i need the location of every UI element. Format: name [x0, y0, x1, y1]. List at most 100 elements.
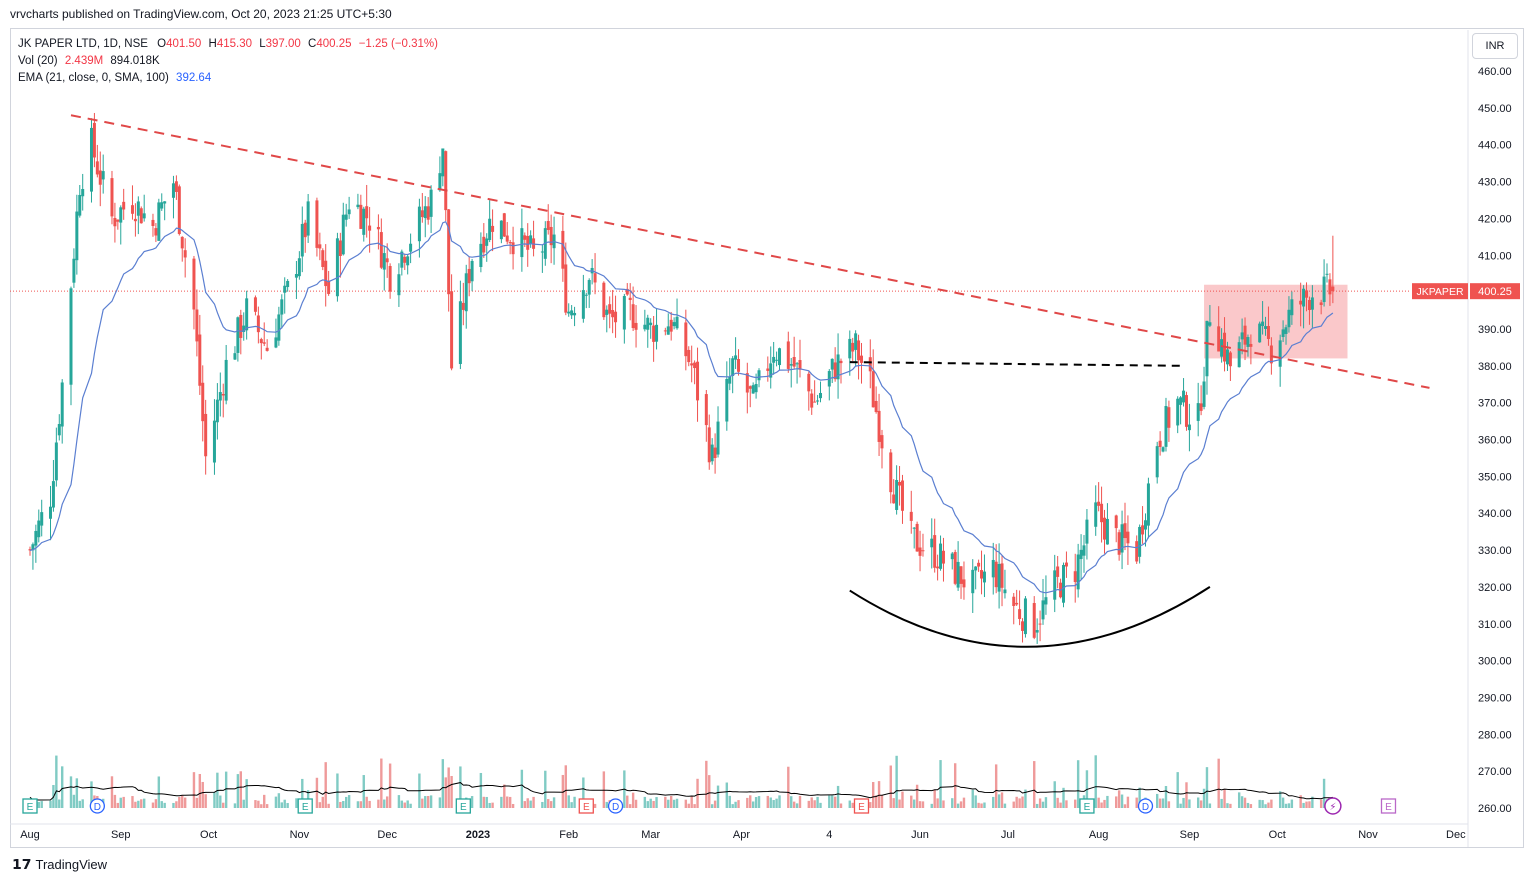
candle-body — [1015, 602, 1019, 605]
y-tick-label: 310.00 — [1478, 619, 1512, 631]
volume-value: 2.439M — [64, 55, 104, 67]
volume-bar — [365, 796, 368, 808]
candle-body — [1158, 440, 1162, 448]
trendline — [70, 114, 1430, 389]
footer-brand[interactable]: 𝟭𝟳 TradingView — [12, 856, 107, 873]
candle-body — [675, 316, 679, 329]
candle-body — [365, 206, 369, 219]
volume-bar — [939, 760, 942, 808]
volume-bar — [1237, 792, 1241, 808]
candle-body — [1044, 597, 1048, 605]
volume-bar — [971, 789, 974, 808]
volume-bar — [769, 797, 772, 808]
candle-body — [991, 559, 995, 578]
volume-bar — [544, 770, 547, 808]
volume-bar — [669, 796, 673, 808]
candle-body — [909, 511, 913, 521]
candle-body — [327, 280, 331, 294]
ema-row: EMA (21, close, 0, SMA, 100) 392.64 — [18, 70, 438, 87]
volume-bar — [831, 795, 834, 808]
candle-body — [174, 181, 178, 192]
ema-label[interactable]: EMA (21, close, 0, SMA, 100) — [18, 72, 169, 84]
volume-bar — [183, 797, 187, 808]
candle-body — [491, 225, 495, 232]
candle-body — [1082, 545, 1086, 556]
candle-body — [262, 342, 266, 344]
volume-bar — [1287, 803, 1291, 808]
volume-bar — [265, 804, 269, 808]
candle-body — [1003, 589, 1007, 594]
volume-bar — [549, 801, 553, 808]
candle-body — [1032, 603, 1036, 638]
volume-bar — [479, 772, 483, 808]
volume-bar — [438, 797, 442, 808]
candle-body — [72, 258, 76, 283]
volume-bar — [1138, 787, 1141, 808]
volume-bar — [1038, 798, 1042, 808]
currency-button[interactable]: INR — [1472, 33, 1518, 59]
volume-bar — [380, 758, 383, 808]
candle-body — [833, 362, 837, 380]
volume-bar — [441, 759, 445, 808]
y-tick-label: 390.00 — [1478, 324, 1512, 336]
volume-bar — [137, 800, 140, 808]
candle-body — [362, 208, 366, 235]
dividend-marker-icon — [607, 798, 624, 814]
volume-bar — [567, 795, 570, 808]
volume-bar — [1179, 803, 1182, 808]
candle-body — [921, 550, 925, 552]
candle-body — [245, 298, 249, 331]
ema-line — [29, 220, 1334, 594]
candle-body — [564, 264, 568, 313]
volume-bar — [655, 797, 658, 808]
volume-bar — [1246, 802, 1250, 808]
volume-bar — [1155, 793, 1159, 808]
volume-label[interactable]: Vol (20) — [18, 55, 58, 67]
y-tick-label: 270.00 — [1478, 766, 1512, 778]
earnings-marker-icon — [22, 798, 38, 814]
volume-bar — [775, 798, 778, 808]
volume-bar — [757, 796, 761, 808]
symbol-label[interactable]: JK PAPER LTD, 1D, NSE — [18, 38, 148, 50]
candle-body — [57, 424, 61, 436]
candle-body — [31, 544, 35, 551]
candle-body — [265, 347, 269, 351]
volume-bar — [915, 784, 919, 808]
candle-body — [731, 358, 735, 376]
candle-body — [467, 268, 471, 284]
volume-bar — [710, 804, 714, 808]
ticker-tag — [1412, 283, 1468, 300]
candle-body — [1097, 501, 1101, 506]
candle-body — [655, 324, 659, 342]
volume-bar — [898, 799, 901, 808]
candle-body — [130, 205, 134, 214]
candle-body — [1023, 598, 1027, 635]
candle-body — [397, 274, 401, 296]
volume-bar — [295, 798, 298, 808]
volume-bar — [983, 802, 986, 808]
candle-body — [526, 236, 530, 250]
candle-body — [98, 170, 102, 185]
volume-bar — [690, 796, 693, 808]
volume-bar — [1167, 801, 1171, 808]
x-tick-label: Nov — [290, 829, 310, 841]
volume-bar — [315, 777, 319, 808]
candle-body — [540, 251, 544, 253]
candle-body — [224, 359, 228, 401]
volume-bar — [1135, 797, 1138, 808]
volume-bar — [301, 778, 304, 808]
volume-bar — [1217, 758, 1220, 808]
candle-body — [854, 333, 858, 350]
volume-bar — [400, 800, 404, 808]
volume-bar — [444, 777, 447, 808]
earnings-marker-icon — [578, 798, 594, 814]
candle-body — [959, 566, 963, 584]
candle-body — [766, 368, 770, 371]
candle-body — [918, 547, 922, 556]
candle-body — [1141, 525, 1145, 535]
candle-body — [1302, 288, 1306, 307]
candle-body — [1319, 302, 1323, 305]
news-flash-glyph: ⚡ — [1329, 802, 1336, 813]
candle-body — [488, 218, 492, 241]
